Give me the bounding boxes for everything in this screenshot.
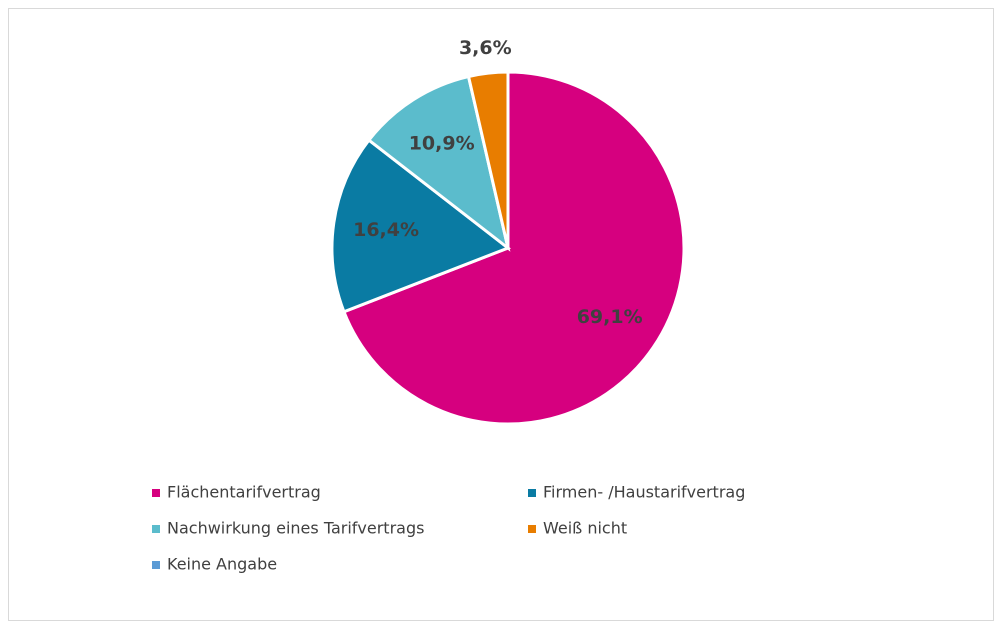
data-label: 10,9%: [409, 133, 475, 155]
legend-label: Firmen- /Haustarifvertrag: [543, 483, 745, 502]
legend-swatch: [152, 561, 160, 569]
data-label: 3,6%: [459, 37, 512, 59]
pie-slice: [466, 70, 510, 249]
data-label: 69,1%: [577, 306, 643, 328]
pie-slice: [366, 74, 511, 252]
legend-swatch: [152, 489, 160, 497]
legend-label: Nachwirkung eines Tarifvertrags: [167, 519, 424, 538]
legend-label: Keine Angabe: [167, 555, 277, 574]
legend-label: Flächentarifvertrag: [167, 483, 321, 502]
legend-swatch: [528, 525, 536, 533]
pie-slice: [330, 138, 512, 314]
legend-label: Weiß nicht: [543, 519, 627, 538]
legend-swatch: [528, 489, 536, 497]
data-label: 16,4%: [353, 219, 419, 241]
legend-swatch: [152, 525, 160, 533]
pie-slice: [342, 70, 686, 426]
